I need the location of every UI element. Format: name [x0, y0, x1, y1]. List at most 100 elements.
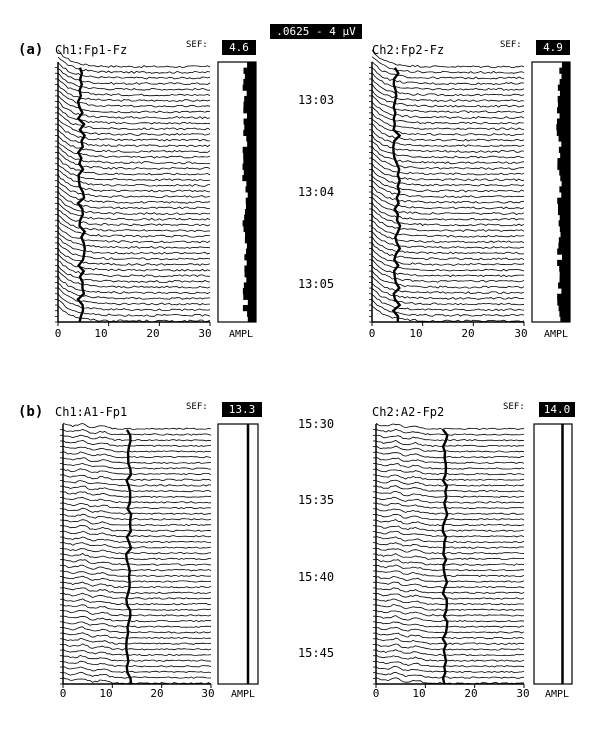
sef-value: 4.6: [229, 41, 249, 54]
ampl-bar: [243, 129, 256, 136]
spectrum-trace: [57, 231, 211, 249]
sef-value: 13.3: [229, 403, 256, 416]
spectrum-trace: [375, 428, 525, 436]
sef-label: SEF:: [186, 40, 208, 50]
ampl-bar: [558, 146, 570, 153]
spectrum-trace: [375, 564, 525, 572]
spectrum-trace: [62, 507, 211, 515]
spectrum-trace: [57, 202, 211, 221]
spectrum-trace: [62, 581, 212, 589]
spectrum-trace: [371, 106, 525, 125]
spectrum-trace: [62, 643, 212, 651]
ampl-bar: [559, 67, 570, 74]
spectrum-trace: [57, 49, 211, 68]
spectrum-trace: [62, 445, 212, 453]
spectrum-trace: [62, 428, 212, 436]
ampl-bar: [242, 175, 256, 182]
channel-title: Ch2:A2-Fp2: [372, 405, 444, 419]
spectrum-trace: [376, 593, 525, 600]
ampl-bar: [246, 90, 256, 97]
ampl-bar: [560, 175, 570, 182]
ampl-bar: [245, 197, 256, 204]
x-tick: 20: [461, 327, 474, 340]
spectrum-trace: [375, 587, 525, 594]
spectrum-trace: [371, 89, 525, 108]
spectrum-trace: [57, 129, 211, 148]
ampl-bar: [561, 62, 570, 69]
ampl-bar: [558, 237, 570, 244]
spectrum-trace: [375, 490, 524, 498]
spectrum-trace: [57, 135, 211, 153]
ampl-bar: [244, 214, 256, 221]
spectrum-trace: [57, 141, 211, 159]
ampl-bar: [242, 146, 256, 153]
sef-label: SEF:: [503, 402, 525, 412]
spectrum-trace: [57, 106, 211, 125]
x-tick: 10: [94, 327, 107, 340]
spectrum-trace: [57, 151, 211, 170]
ampl-bar: [242, 220, 256, 227]
spectrum-trace: [62, 604, 212, 611]
ampl-bar: [559, 271, 570, 278]
ampl-label: AMPL: [229, 329, 253, 340]
spectrum-trace: [62, 575, 212, 583]
spectrum-trace: [371, 282, 524, 300]
spectrum-trace: [375, 558, 525, 566]
ampl-bar: [557, 163, 570, 170]
ampl-bar: [242, 163, 256, 170]
spectrum-trace: [371, 129, 525, 148]
spectrum-trace: [62, 513, 212, 521]
spectral-array-ch2-b: [373, 422, 573, 688]
ampl-bar: [243, 158, 256, 165]
sef-line: [124, 429, 133, 685]
ampl-bar: [243, 101, 256, 108]
x-tick: 20: [464, 687, 477, 700]
ampl-bar: [243, 118, 256, 125]
spectrum-trace: [62, 422, 212, 430]
ampl-bar: [247, 299, 256, 306]
spectrum-trace: [375, 575, 525, 583]
spectrum-trace: [375, 519, 525, 527]
ampl-bar: [244, 73, 256, 80]
ampl-bar: [561, 141, 570, 148]
scale-badge: [270, 24, 362, 39]
ampl-bar: [244, 124, 256, 131]
ampl-bar: [247, 192, 256, 199]
ampl-bar: [560, 316, 570, 323]
x-tick: 30: [201, 687, 214, 700]
x-tick: 30: [198, 327, 211, 340]
ampl-bar: [243, 67, 256, 74]
x-tick: 10: [99, 687, 112, 700]
spectrum-trace: [62, 570, 212, 577]
spectrum-trace: [62, 462, 212, 470]
ampl-bar: [557, 84, 570, 91]
channel-title: Ch2:Fp2-Fz: [372, 43, 444, 57]
spectrum-trace: [375, 474, 525, 481]
ampl-bar: [560, 152, 570, 159]
ampl-bar: [557, 95, 570, 103]
spectrum-trace: [375, 502, 525, 510]
spectrum-trace: [57, 265, 211, 283]
ampl-bar: [243, 225, 256, 233]
spectrum-trace: [62, 474, 212, 481]
spectrum-trace: [62, 480, 212, 487]
spectrum-trace: [375, 542, 525, 549]
ampl-bar: [243, 152, 256, 159]
spectrum-trace: [62, 649, 212, 657]
spectrum-trace: [62, 491, 212, 498]
spectrum-trace: [375, 496, 525, 504]
ampl-bar: [246, 242, 256, 250]
spectrum-trace: [62, 552, 212, 561]
spectrum-trace: [375, 456, 525, 464]
spectrum-trace: [375, 553, 525, 560]
spectral-array-ch1-a: [55, 49, 257, 326]
ampl-bar: [558, 282, 570, 289]
panel-b-label: (b): [18, 404, 43, 420]
spectrum-trace: [371, 112, 525, 131]
panel-a-label: (a): [18, 42, 43, 58]
ampl-bar: [245, 186, 256, 193]
ampl-bar: [247, 316, 256, 323]
spectral-array-ch2-a: [369, 49, 571, 326]
ampl-bar: [557, 101, 570, 108]
ampl-bar: [245, 231, 256, 238]
